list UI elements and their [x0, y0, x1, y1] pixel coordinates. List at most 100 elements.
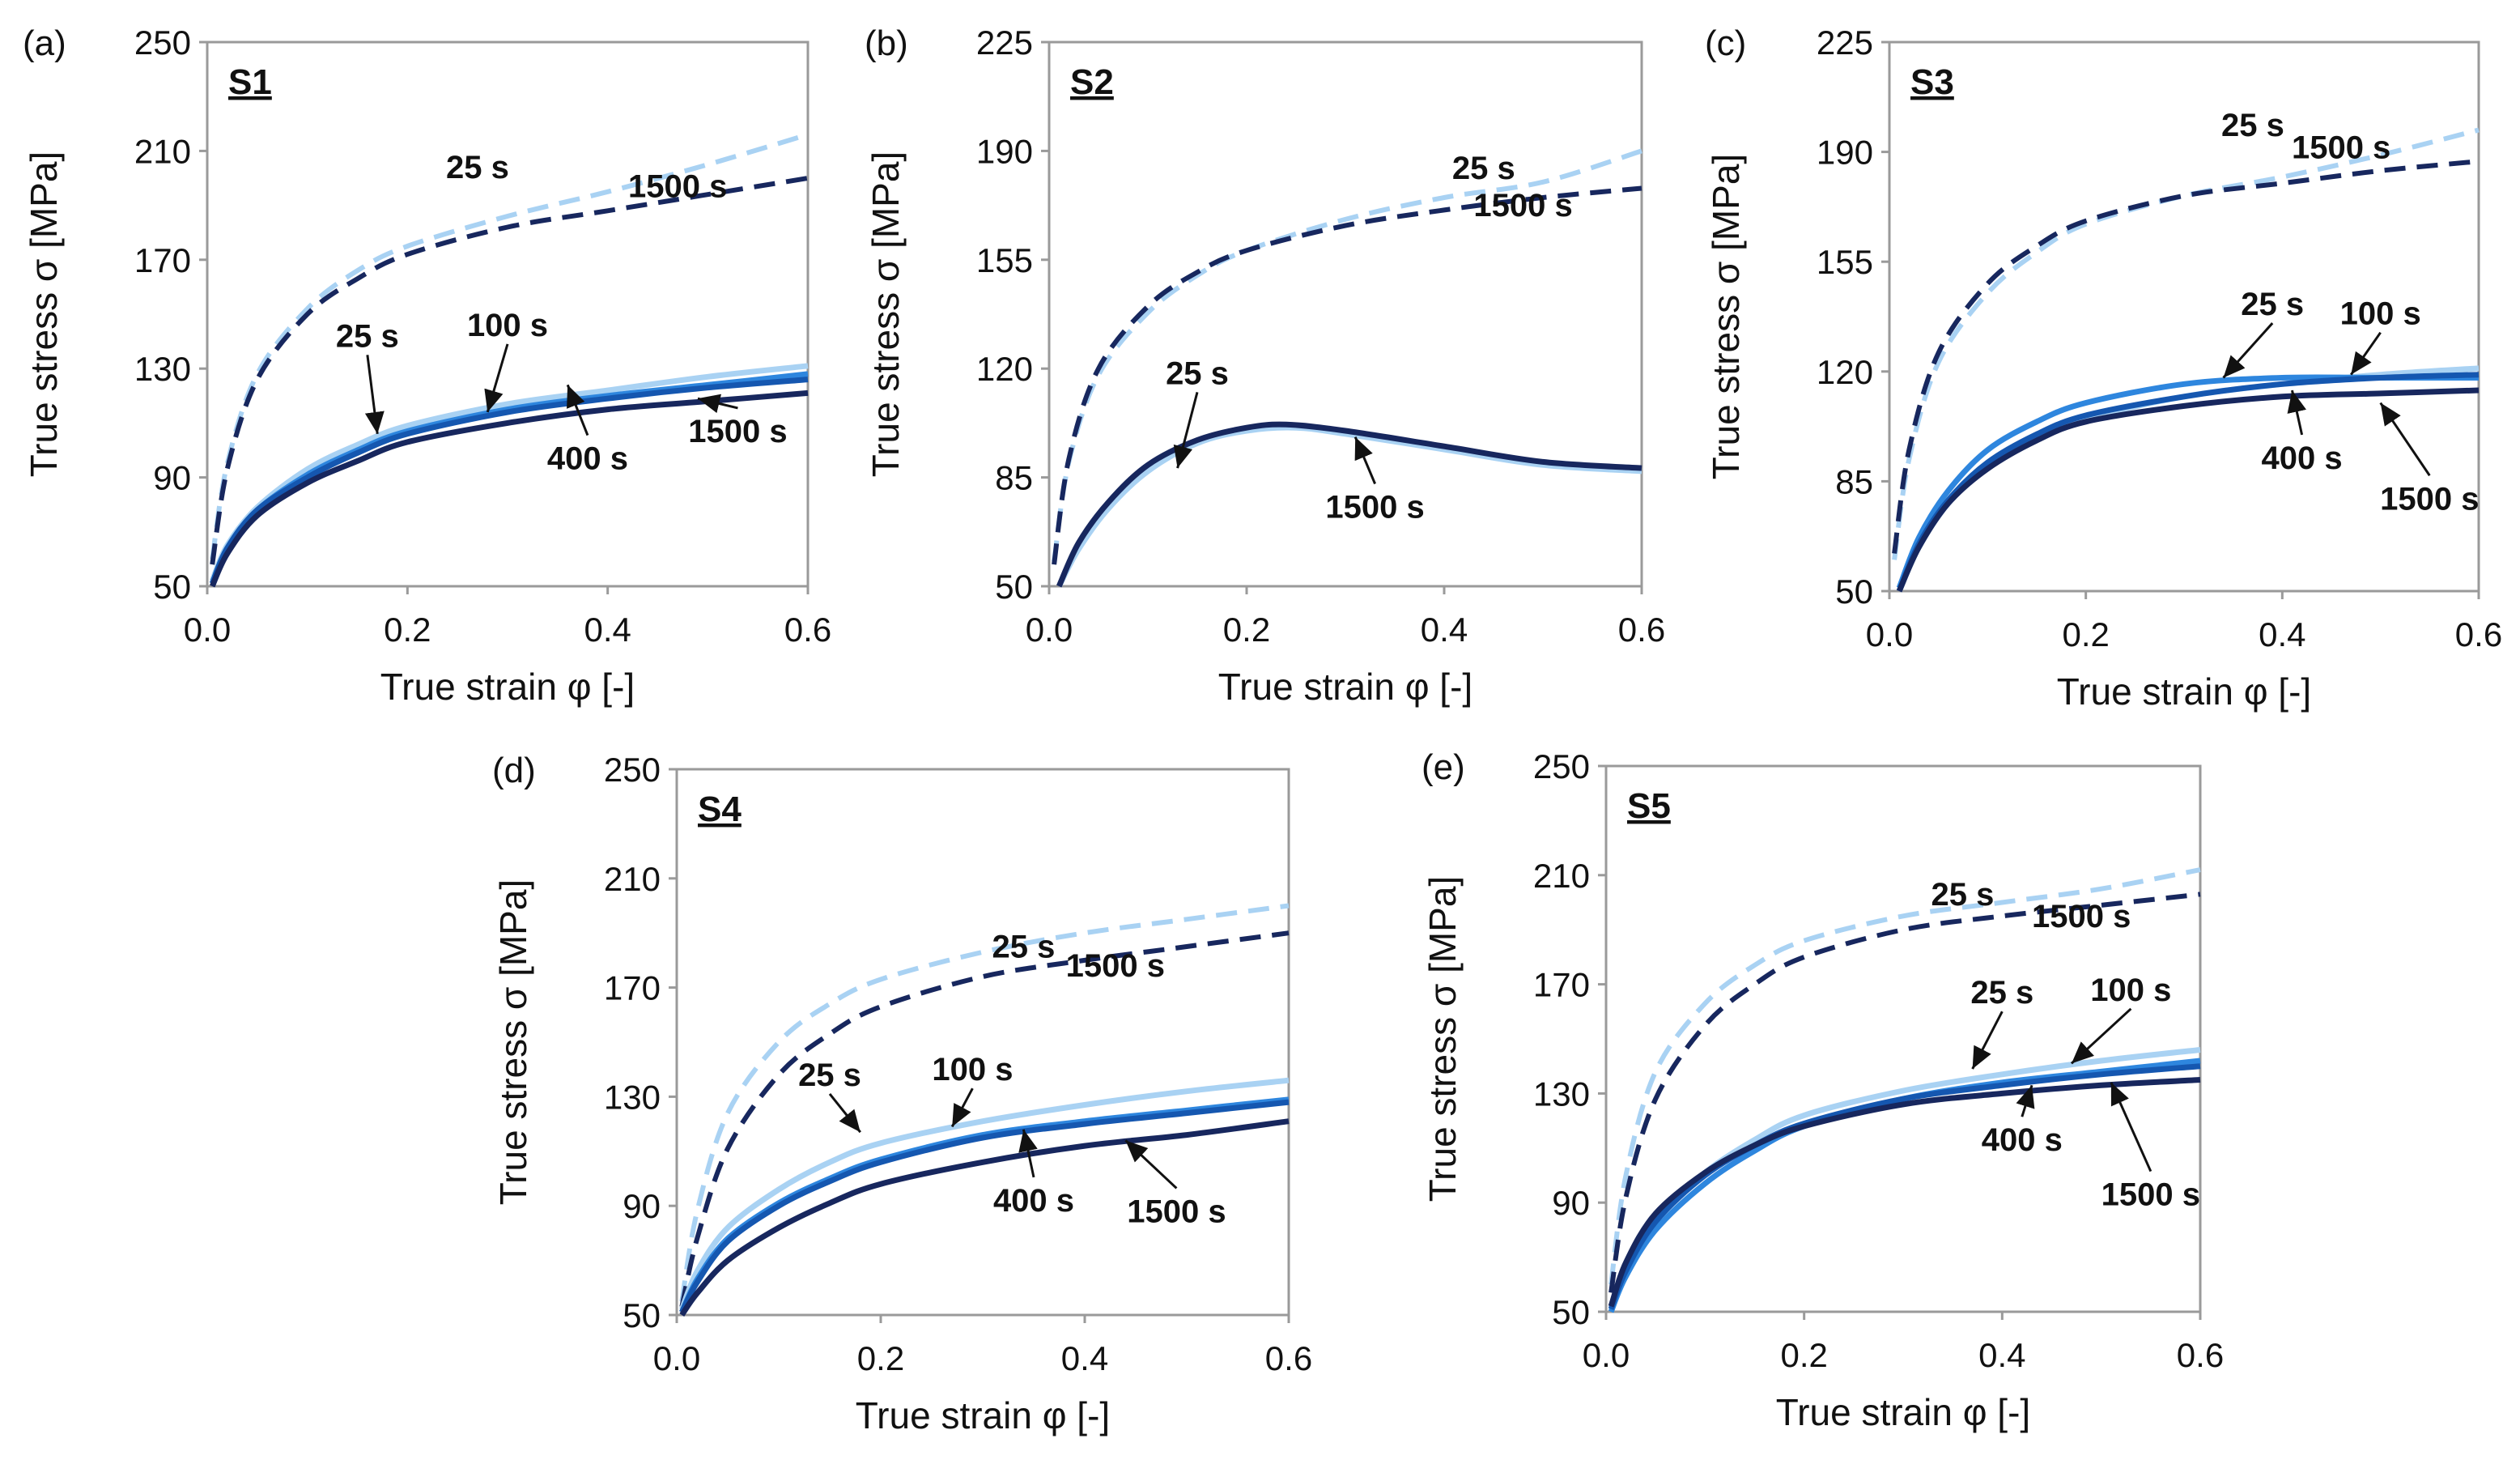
plot-frame	[675, 768, 1290, 1317]
annotation-label: 400 s	[547, 441, 628, 477]
annotation-label: 1500 s	[1325, 490, 1424, 526]
x-tick-label: 0.0	[653, 1339, 700, 1377]
series-line-400-s	[209, 377, 809, 585]
y-tick-label: 130	[604, 1078, 661, 1116]
sample-title: S5	[1627, 786, 1671, 826]
sample-title: S2	[1070, 62, 1114, 102]
y-tick-label: 225	[976, 23, 1033, 62]
y-tick-label: 155	[976, 241, 1033, 279]
x-tick-label: 0.6	[2455, 615, 2502, 653]
annotation-label: 1500 s	[2292, 130, 2390, 165]
y-tick-label: 50	[153, 568, 191, 606]
x-tick-label: 0.4	[1978, 1336, 2025, 1374]
panel-label: (a)	[23, 23, 66, 63]
annotation-arrow	[2287, 389, 2307, 436]
plot-frame	[1604, 764, 2202, 1313]
annotation-arrow	[697, 394, 738, 414]
y-tick-label: 190	[976, 132, 1033, 170]
series-line-1500-s-dashed	[1052, 185, 1642, 565]
annotation-arrow	[2379, 402, 2431, 477]
annotation-label: 25 s	[1931, 877, 1994, 913]
annotation-label: 25 s	[1452, 151, 1515, 186]
y-axis-label: True stress σ [MPa]	[1421, 876, 1464, 1202]
y-tick-label: 250	[604, 751, 661, 789]
annotation-label: 1500 s	[1066, 948, 1165, 984]
annotation-label: 25 s	[992, 930, 1055, 965]
x-tick-label: 0.4	[1061, 1339, 1108, 1377]
annotation-label: 100 s	[932, 1052, 1013, 1087]
annotation-label: 25 s	[2221, 108, 2284, 143]
annotation-arrow	[2016, 1084, 2035, 1117]
y-tick-label: 50	[1552, 1293, 1590, 1331]
annotation-label: 1500 s	[2380, 481, 2479, 517]
y-tick-label: 50	[995, 568, 1033, 606]
y-tick-label: 120	[1817, 353, 1873, 391]
x-axis-label: True strain φ [-]	[2057, 670, 2311, 713]
x-tick-label: 0.0	[1026, 611, 1073, 649]
x-tick-label: 0.0	[1583, 1336, 1630, 1374]
x-tick-label: 0.0	[184, 611, 231, 649]
x-tick-label: 0.6	[2177, 1336, 2224, 1374]
annotation-label: 1500 s	[2101, 1177, 2200, 1213]
y-tick-label: 225	[1817, 23, 1873, 62]
series-line-400-s	[679, 1099, 1290, 1314]
series-line-1500-s	[679, 1118, 1290, 1317]
annotation-arrow	[828, 1092, 861, 1134]
annotation-label: 1500 s	[1127, 1194, 1226, 1229]
x-axis-label: True strain φ [-]	[1218, 666, 1472, 708]
y-axis-label: True stress σ [MPa]	[492, 879, 534, 1205]
annotation-label: 25 s	[798, 1058, 861, 1093]
annotation-arrow	[484, 343, 509, 413]
series-line-1500-s-dashed	[1892, 159, 2480, 554]
x-tick-label: 0.2	[1223, 611, 1270, 649]
y-axis-label: True stress σ [MPa]	[1705, 154, 1747, 479]
x-tick-label: 0.2	[857, 1339, 904, 1377]
x-axis-label: True strain φ [-]	[856, 1394, 1110, 1436]
y-axis-label: True stress σ [MPa]	[865, 151, 907, 477]
y-tick-label: 50	[623, 1296, 661, 1334]
annotation-arrow	[950, 1087, 974, 1128]
plot-frame	[1048, 40, 1643, 588]
annotation-arrow	[1173, 392, 1199, 469]
annotation-label: 25 s	[446, 150, 509, 185]
y-tick-label: 90	[153, 459, 191, 497]
sample-title: S3	[1910, 62, 1954, 102]
x-tick-label: 0.2	[2062, 615, 2109, 653]
annotation-arrow	[2110, 1082, 2152, 1172]
series-line-1500-s	[209, 389, 809, 588]
annotation-label: 100 s	[2090, 972, 2171, 1008]
annotation-label: 400 s	[2262, 440, 2343, 476]
annotation-label: 1500 s	[628, 169, 727, 205]
y-tick-label: 155	[1817, 243, 1873, 281]
chart-panel-s1: 50 90 130 170 210 250 0.0 0.2 0.4 0.6 True strain …	[23, 23, 831, 708]
y-tick-label: 85	[1835, 462, 1873, 500]
chart-panel-s5: 50 90 130 170 210 250 0.0 0.2 0.4 0.6 True strain …	[1421, 747, 2224, 1433]
annotation-arrow	[2070, 1007, 2132, 1065]
x-axis-label: True strain φ [-]	[1776, 1391, 2030, 1433]
y-tick-label: 90	[1552, 1184, 1590, 1222]
annotation-arrow	[2222, 322, 2274, 379]
y-tick-label: 120	[976, 350, 1033, 388]
panel-label: (c)	[1705, 23, 1746, 63]
annotation-label: 1500 s	[688, 414, 787, 449]
y-tick-label: 210	[604, 860, 661, 898]
y-tick-label: 210	[1533, 857, 1590, 895]
series-line-25-s-dashed	[1892, 127, 2480, 560]
annotation-label: 25 s	[336, 318, 399, 354]
y-tick-label: 250	[1533, 747, 1590, 785]
annotation-label: 100 s	[467, 308, 548, 343]
annotation-arrow	[364, 355, 385, 435]
x-tick-label: 0.6	[1265, 1339, 1312, 1377]
annotation-arrow	[1971, 1011, 2004, 1070]
series-line-25-s-dashed	[1608, 867, 2201, 1285]
y-tick-label: 50	[1835, 572, 1873, 611]
panel-label: (b)	[865, 23, 908, 63]
y-tick-label: 90	[623, 1187, 661, 1225]
annotation-arrow	[566, 384, 589, 436]
annotation-arrow	[2350, 331, 2382, 376]
y-tick-label: 210	[134, 132, 191, 170]
annotation-arrow	[1353, 436, 1376, 485]
series-line-1500-s	[1896, 387, 2480, 593]
annotation-label: 25 s	[2241, 287, 2304, 322]
